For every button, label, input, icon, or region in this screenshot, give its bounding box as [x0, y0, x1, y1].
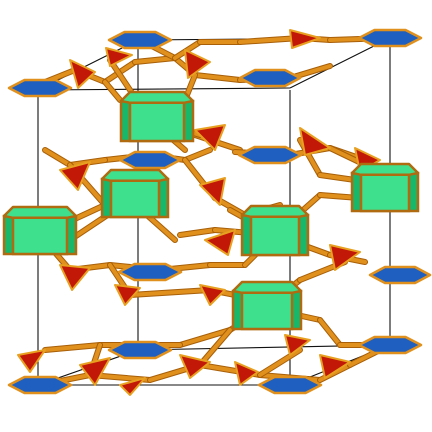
- linker-bond: [193, 73, 242, 82]
- linker-bond: [178, 328, 232, 347]
- flat-hexagon: [368, 265, 432, 285]
- linker-bond: [128, 288, 212, 297]
- red-triangle: [194, 124, 226, 151]
- red-triangle: [114, 284, 141, 306]
- red-triangle: [119, 377, 146, 396]
- red-triangle: [299, 127, 331, 156]
- prism-top-face: [100, 168, 170, 183]
- flat-hexagon: [107, 30, 173, 50]
- linker-bond: [198, 328, 232, 367]
- prism-front-face: [249, 213, 301, 257]
- hexagonal-prism: [100, 168, 170, 219]
- flat-hexagon: [257, 375, 323, 395]
- red-triangle: [17, 349, 46, 373]
- linker-bond: [43, 148, 72, 167]
- prism-top-face: [350, 162, 420, 177]
- linker-bond: [173, 40, 202, 60]
- prism-top-face: [231, 280, 303, 295]
- prism-front-face: [240, 289, 294, 331]
- red-triangle: [284, 334, 311, 356]
- prism-front-face: [359, 171, 411, 213]
- linker-bond: [43, 343, 102, 352]
- prism-front-face: [109, 177, 161, 219]
- prism-front-face: [11, 214, 69, 256]
- red-triangle: [79, 357, 111, 386]
- red-triangle: [204, 229, 236, 256]
- hexagonal-prism: [231, 280, 303, 331]
- flat-hexagon: [357, 28, 423, 48]
- red-triangle: [179, 354, 211, 379]
- linker-bond: [183, 148, 212, 162]
- linker-bond: [133, 56, 177, 64]
- hexagonal-prism: [119, 90, 195, 143]
- red-triangle: [59, 264, 91, 291]
- linker-bond: [258, 348, 302, 377]
- linker-bond: [318, 173, 357, 182]
- red-triangle: [199, 177, 226, 206]
- red-triangle: [199, 284, 226, 306]
- hexagonal-prism: [240, 204, 310, 257]
- flat-hexagon: [357, 335, 423, 355]
- red-triangle: [184, 49, 211, 79]
- prism-top-face: [240, 204, 310, 219]
- flat-hexagon: [117, 262, 183, 282]
- flat-hexagon: [118, 150, 182, 170]
- hexagonal-prism: [350, 162, 420, 213]
- flat-hexagon: [7, 375, 73, 395]
- prism-top-face: [119, 90, 195, 105]
- red-triangle: [234, 361, 259, 386]
- flat-hexagon-nodes: [7, 28, 432, 395]
- red-triangle: [59, 161, 91, 191]
- flat-hexagon: [7, 78, 73, 98]
- linker-bond: [178, 228, 217, 237]
- cell-edge: [37, 87, 291, 91]
- flat-hexagon: [107, 340, 173, 360]
- red-triangle: [329, 244, 361, 271]
- flat-hexagon: [238, 68, 302, 88]
- hexagonal-prism-nodes: [2, 90, 420, 331]
- linker-bond: [103, 80, 122, 102]
- flat-hexagon: [237, 145, 303, 165]
- linker-bond: [318, 318, 342, 347]
- red-triangle: [69, 59, 96, 89]
- red-triangle: [289, 29, 321, 49]
- prism-top-face: [2, 205, 78, 220]
- red-triangle: [319, 354, 351, 379]
- red-triangle: [105, 47, 133, 67]
- prism-front-face: [128, 99, 186, 143]
- hexagonal-prism: [2, 205, 78, 256]
